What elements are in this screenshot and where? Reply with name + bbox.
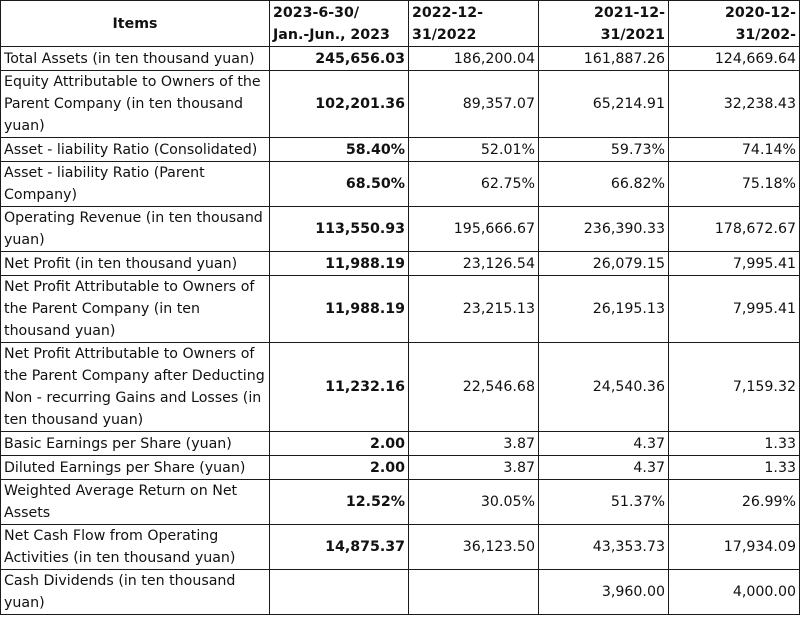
value-2022: 195,666.67: [408, 206, 539, 252]
value-2023-h1: 14,875.37: [269, 524, 409, 570]
row-item-label: Net Cash Flow from Operating Activities …: [0, 524, 270, 570]
value-2020: 124,669.64: [668, 46, 800, 71]
row-item-label: Operating Revenue (in ten thousand yuan): [0, 206, 270, 252]
row-item-label: Net Profit Attributable to Owners of the…: [0, 342, 270, 432]
value-2020: 17,934.09: [668, 524, 800, 570]
table-row: Net Profit Attributable to Owners of the…: [0, 275, 800, 343]
table-row: Net Profit Attributable to Owners of the…: [0, 342, 800, 432]
value-2022: 52.01%: [408, 137, 539, 162]
table-row: Asset - liability Ratio (Consolidated) 5…: [0, 137, 800, 162]
row-item-label: Asset - liability Ratio (Consolidated): [0, 137, 270, 162]
value-2020: 32,238.43: [668, 70, 800, 138]
header-2020-line1: 2020-12-: [724, 4, 796, 21]
row-item-label: Diluted Earnings per Share (yuan): [0, 455, 270, 480]
value-2021: 236,390.33: [538, 206, 669, 252]
value-2020: 4,000.00: [668, 569, 800, 615]
table-row: Net Cash Flow from Operating Activities …: [0, 524, 800, 570]
value-2020: 75.18%: [668, 161, 800, 207]
value-2021: 43,353.73: [538, 524, 669, 570]
value-2021: 3,960.00: [538, 569, 669, 615]
value-2020: 7,995.41: [668, 251, 800, 276]
row-item-label: Asset - liability Ratio (Parent Company): [0, 161, 270, 207]
header-2021-line1: 2021-12-: [593, 4, 665, 21]
header-2023-h1: 2023-6-30/ Jan.-Jun., 2023: [269, 0, 409, 47]
value-2021: 161,887.26: [538, 46, 669, 71]
value-2020: 1.33: [668, 431, 800, 456]
value-2022: [408, 569, 539, 615]
value-2020: 1.33: [668, 455, 800, 480]
value-2023-h1: 2.00: [269, 455, 409, 480]
value-2022: 89,357.07: [408, 70, 539, 138]
value-2022: 62.75%: [408, 161, 539, 207]
header-2023-line1: 2023-6-30/: [273, 4, 360, 21]
table-row: Net Profit (in ten thousand yuan) 11,988…: [0, 251, 800, 276]
value-2023-h1: 12.52%: [269, 479, 409, 525]
value-2022: 23,215.13: [408, 275, 539, 343]
value-2023-h1: 58.40%: [269, 137, 409, 162]
row-item-label: Weighted Average Return on Net Assets: [0, 479, 270, 525]
value-2021: 24,540.36: [538, 342, 669, 432]
value-2023-h1: [269, 569, 409, 615]
value-2023-h1: 68.50%: [269, 161, 409, 207]
value-2022: 36,123.50: [408, 524, 539, 570]
value-2022: 3.87: [408, 455, 539, 480]
table-row: Asset - liability Ratio (Parent Company)…: [0, 161, 800, 207]
table-row: Total Assets (in ten thousand yuan) 245,…: [0, 46, 800, 71]
header-2021-line2: 31/2021: [600, 26, 665, 43]
table-row: Operating Revenue (in ten thousand yuan)…: [0, 206, 800, 252]
value-2021: 59.73%: [538, 137, 669, 162]
table-row: Equity Attributable to Owners of the Par…: [0, 70, 800, 138]
header-2021: 2021-12- 31/2021: [538, 0, 669, 47]
value-2021: 4.37: [538, 455, 669, 480]
row-item-label: Total Assets (in ten thousand yuan): [0, 46, 270, 71]
value-2021: 4.37: [538, 431, 669, 456]
value-2023-h1: 113,550.93: [269, 206, 409, 252]
value-2023-h1: 11,232.16: [269, 342, 409, 432]
header-2022: 2022-12- 31/2022: [408, 0, 539, 47]
value-2021: 26,195.13: [538, 275, 669, 343]
value-2021: 26,079.15: [538, 251, 669, 276]
value-2022: 3.87: [408, 431, 539, 456]
value-2020: 26.99%: [668, 479, 800, 525]
table-row: Basic Earnings per Share (yuan) 2.00 3.8…: [0, 431, 800, 456]
value-2023-h1: 2.00: [269, 431, 409, 456]
value-2021: 65,214.91: [538, 70, 669, 138]
header-2023-line2: Jan.-Jun., 2023: [273, 26, 390, 43]
value-2023-h1: 11,988.19: [269, 275, 409, 343]
header-2020-line2: 31/202-: [735, 26, 796, 43]
value-2021: 66.82%: [538, 161, 669, 207]
header-items: Items: [0, 0, 270, 47]
row-item-label: Cash Dividends (in ten thousand yuan): [0, 569, 270, 615]
row-item-label: Net Profit (in ten thousand yuan): [0, 251, 270, 276]
value-2023-h1: 11,988.19: [269, 251, 409, 276]
value-2023-h1: 245,656.03: [269, 46, 409, 71]
table-row: Weighted Average Return on Net Assets 12…: [0, 479, 800, 525]
value-2020: 7,995.41: [668, 275, 800, 343]
header-2022-line2: 31/2022: [412, 26, 477, 43]
value-2020: 74.14%: [668, 137, 800, 162]
financial-indicators-table: Items 2023-6-30/ Jan.-Jun., 2023 2022-12…: [0, 0, 800, 615]
row-item-label: Net Profit Attributable to Owners of the…: [0, 275, 270, 343]
row-item-label: Equity Attributable to Owners of the Par…: [0, 70, 270, 138]
header-2022-line1: 2022-12-: [412, 4, 484, 21]
value-2020: 7,159.32: [668, 342, 800, 432]
value-2020: 178,672.67: [668, 206, 800, 252]
table-row: Cash Dividends (in ten thousand yuan) 3,…: [0, 569, 800, 615]
header-row: Items 2023-6-30/ Jan.-Jun., 2023 2022-12…: [0, 0, 800, 47]
value-2022: 186,200.04: [408, 46, 539, 71]
header-2020: 2020-12- 31/202-: [668, 0, 800, 47]
table-row: Diluted Earnings per Share (yuan) 2.00 3…: [0, 455, 800, 480]
value-2021: 51.37%: [538, 479, 669, 525]
value-2022: 23,126.54: [408, 251, 539, 276]
value-2022: 22,546.68: [408, 342, 539, 432]
value-2022: 30.05%: [408, 479, 539, 525]
value-2023-h1: 102,201.36: [269, 70, 409, 138]
row-item-label: Basic Earnings per Share (yuan): [0, 431, 270, 456]
